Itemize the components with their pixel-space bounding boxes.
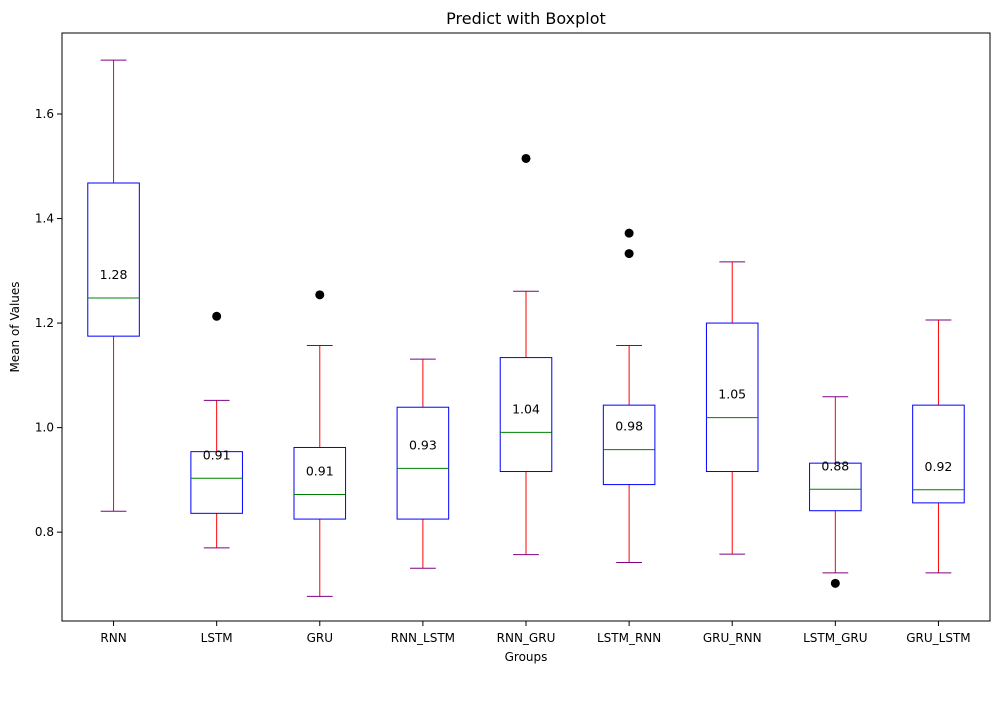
x-tick-label: RNN_LSTM [391, 631, 455, 645]
x-tick-label: GRU [307, 631, 333, 645]
y-tick-label: 0.8 [35, 525, 54, 539]
mean-value-label: 0.91 [306, 464, 334, 479]
outlier-point [212, 311, 222, 321]
box-rnn-lstm: 0.93 [396, 358, 450, 569]
box-lstm-gru: 0.88 [809, 396, 862, 588]
x-tick-label: RNN [100, 631, 126, 645]
outlier-point [521, 153, 531, 163]
mean-value-label: 0.93 [409, 437, 437, 452]
box-body [809, 462, 862, 512]
x-tick-label: RNN_GRU [497, 631, 556, 645]
mean-value-label: 0.98 [615, 419, 643, 434]
box-rnn: 1.28 [87, 59, 140, 512]
y-tick-label: 1.6 [35, 107, 54, 121]
x-axis-label: Groups [505, 650, 548, 664]
x-tick-label: LSTM [201, 631, 233, 645]
x-tick-label: LSTM_RNN [597, 631, 661, 645]
x-tick-label: GRU_RNN [703, 631, 762, 645]
x-tick-label: GRU_LSTM [906, 631, 970, 645]
box-gru-lstm: 0.92 [912, 319, 965, 574]
outlier-point [315, 290, 325, 300]
box-group: 1.28 0.91 0.91 0.93 1.04 0.98 1.05 0.88 0.92 [87, 59, 965, 597]
box-body [190, 451, 243, 514]
mean-value-label: 1.05 [718, 387, 746, 402]
box-body [293, 446, 347, 520]
y-tick-label: 1.0 [35, 421, 54, 435]
y-axis: 0.8 1.0 1.2 1.4 1.6 [35, 107, 62, 539]
y-axis-label: Mean of Values [8, 281, 22, 372]
mean-value-label: 1.04 [512, 401, 540, 416]
x-tick-label: LSTM_GRU [803, 631, 867, 645]
mean-value-label: 0.91 [203, 447, 231, 462]
box-lstm-rnn: 0.98 [602, 228, 656, 563]
box-gru: 0.91 [293, 290, 347, 597]
box-body [705, 322, 759, 473]
box-rnn-gru: 1.04 [499, 153, 553, 556]
chart-title: Predict with Boxplot [446, 9, 606, 28]
outlier-point [830, 578, 840, 588]
box-lstm: 0.91 [190, 311, 243, 549]
mean-value-label: 1.28 [100, 267, 128, 282]
box-body [912, 404, 965, 504]
mean-value-label: 0.92 [925, 459, 953, 474]
y-tick-label: 1.4 [35, 212, 54, 226]
box-body [87, 182, 140, 337]
box-body [602, 404, 656, 486]
mean-value-label: 0.88 [821, 458, 849, 473]
y-tick-label: 1.2 [35, 316, 54, 330]
x-axis: RNN LSTM GRU RNN_LSTM RNN_GRU LSTM_RNN GRU_RNN… [100, 621, 971, 645]
box-gru-rnn: 1.05 [705, 261, 759, 555]
box-body [396, 406, 450, 520]
outlier-point [624, 249, 634, 259]
outlier-point [624, 228, 634, 238]
box-body [499, 357, 553, 473]
